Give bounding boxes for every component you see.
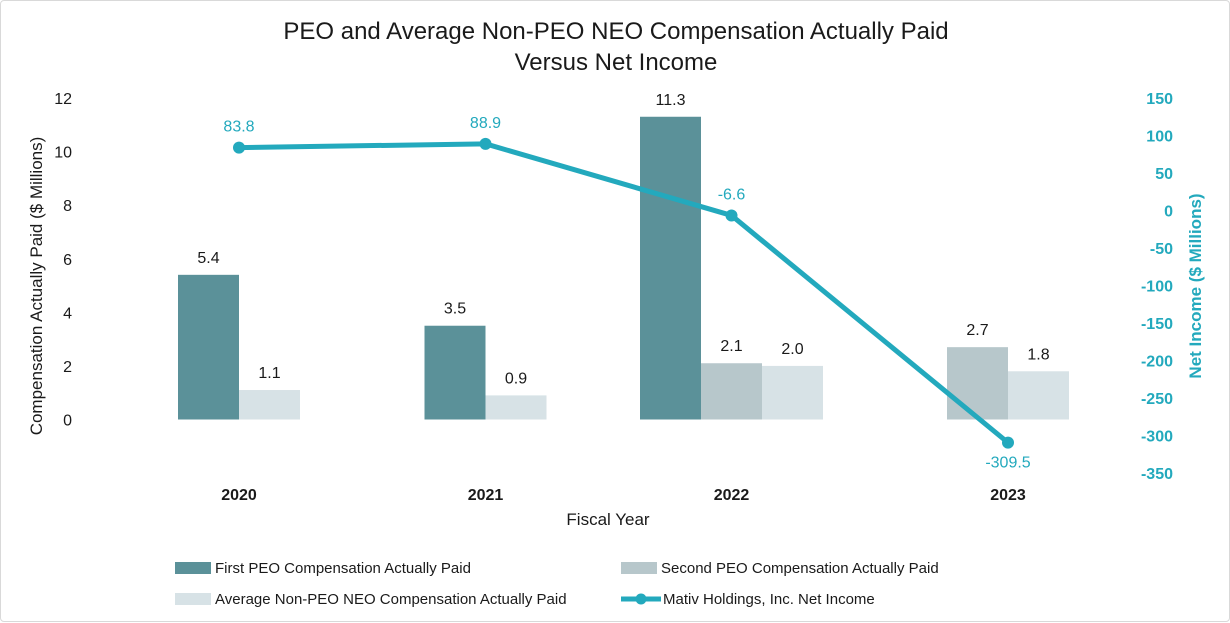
net-income-point-2021 [479,137,492,150]
net-income-line [236,141,1011,446]
bar-label-s1-2023: 2.7 [966,322,988,339]
bar-s1-2022 [701,363,762,420]
legend-swatch-0 [175,562,211,574]
net-income-point-2020 [233,141,245,154]
y-axis-label: Compensation Actually Paid ($ Millions) [27,137,46,436]
y-tick-2: 4 [63,305,72,322]
net-income-label-2022: -6.6 [718,186,746,203]
x-category-2023: 2023 [990,487,1026,504]
y-tick-4: 8 [63,198,72,215]
legend-label-2: Average Non-PEO NEO Compensation Actuall… [215,591,567,608]
y2-axis-label: Net Income ($ Millions) [1186,193,1205,378]
bar-s0-2020 [178,274,239,420]
bar-s1-2023 [947,347,1008,420]
bar-label-s2-2023: 1.8 [1027,346,1049,363]
y2-tick-3: 0 [1164,204,1173,221]
x-axis-label: Fiscal Year [566,510,649,529]
legend-swatch-2 [175,593,211,605]
net-income-label-2021: 88.9 [470,115,501,132]
y2-tick-4: -50 [1150,241,1173,258]
y-tick-1: 2 [63,359,72,376]
bar-s2-2020 [239,390,300,420]
x-category-2022: 2022 [714,487,750,504]
y2-tick-10: -350 [1141,466,1173,483]
bar-label-s0-2021: 3.5 [444,301,466,318]
bar-s2-2021 [485,395,547,420]
y2-tick-9: -300 [1141,429,1173,446]
bar-s0-2022 [640,116,701,420]
legend-label-3: Mativ Holdings, Inc. Net Income [663,591,875,608]
bar-s0-2021 [424,325,486,420]
net-income-label-2020: 83.8 [223,119,254,136]
y-tick-6: 12 [54,91,72,108]
bar-s2-2023 [1008,371,1069,420]
chart-title-line-2: Versus Net Income [515,49,718,76]
legend-label-0: First PEO Compensation Actually Paid [215,560,471,577]
legend-label-1: Second PEO Compensation Actually Paid [661,560,939,577]
y2-tick-5: -100 [1141,279,1173,296]
bar-label-s2-2021: 0.9 [505,370,527,387]
net-income-point-2023 [1002,436,1014,449]
x-category-2021: 2021 [468,487,504,504]
y2-tick-2: 50 [1155,166,1173,183]
y2-tick-6: -150 [1141,316,1173,333]
legend-swatch-1 [621,562,657,574]
chart-title-line-1: PEO and Average Non-PEO NEO Compensation… [283,18,948,45]
y2-tick-1: 100 [1146,129,1173,146]
legend-marker-3 [635,593,647,605]
y-tick-0: 0 [63,413,72,430]
y-tick-3: 6 [63,252,72,269]
bar-label-s0-2020: 5.4 [197,250,219,267]
net-income-label-2023: -309.5 [985,455,1030,472]
y2-tick-8: -250 [1141,391,1173,408]
bar-s2-2022 [762,365,823,420]
bar-label-s1-2022: 2.1 [720,338,742,355]
bar-label-s0-2022: 11.3 [656,92,686,109]
y2-tick-7: -200 [1141,354,1173,371]
x-category-2020: 2020 [221,487,257,504]
net-income-point-2022 [725,209,738,222]
bar-label-s2-2020: 1.1 [258,365,280,382]
y-tick-5: 10 [54,145,72,162]
bar-label-s2-2022: 2.0 [781,341,803,358]
y2-tick-0: 150 [1146,91,1173,108]
